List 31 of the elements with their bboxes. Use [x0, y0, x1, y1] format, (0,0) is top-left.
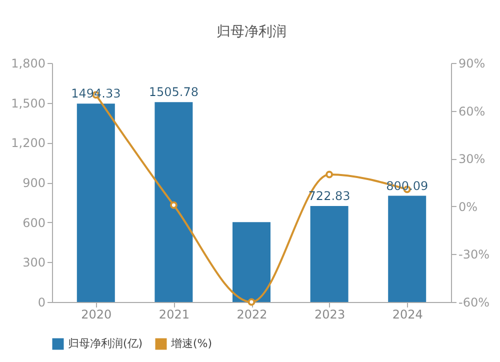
point: [170, 201, 178, 209]
y2-tick-label: 0%: [458, 200, 478, 214]
x-tick-label: 2020: [81, 308, 112, 322]
y-tick-label: 1,800: [11, 56, 46, 70]
y-tick-label: 1,500: [11, 96, 46, 110]
y2-tick-label: 60%: [458, 104, 486, 118]
data-label: 722.83: [308, 189, 350, 204]
legend-label: 归母净利润(亿): [68, 337, 143, 350]
bar: [76, 104, 115, 302]
x-tick-label: 2024: [392, 308, 423, 322]
y-tick-label: 600: [22, 216, 46, 230]
bar: [232, 222, 270, 302]
point: [248, 298, 256, 306]
y-tick-label: 300: [22, 256, 46, 270]
data-label: 1505.78: [148, 85, 199, 100]
legend-label: 增速(%): [170, 337, 212, 350]
x-tick-label: 2023: [314, 308, 346, 322]
y2-tick-label: -60%: [458, 296, 490, 310]
bar: [388, 196, 426, 302]
bar: [310, 206, 348, 302]
x-tick-label: 2022: [236, 308, 268, 322]
y-tick-label: 900: [22, 176, 46, 190]
x-tick-label: 2021: [158, 308, 190, 322]
y2-tick-label: 90%: [458, 56, 486, 70]
y2-tick-label: -30%: [458, 248, 490, 262]
y-tick-label: 1,200: [11, 136, 46, 150]
chart-title: 归母净利润: [216, 24, 286, 40]
point: [326, 170, 334, 178]
y2-tick-label: 30%: [458, 152, 486, 166]
bar: [154, 102, 193, 302]
y-tick-label: 0: [38, 296, 46, 310]
